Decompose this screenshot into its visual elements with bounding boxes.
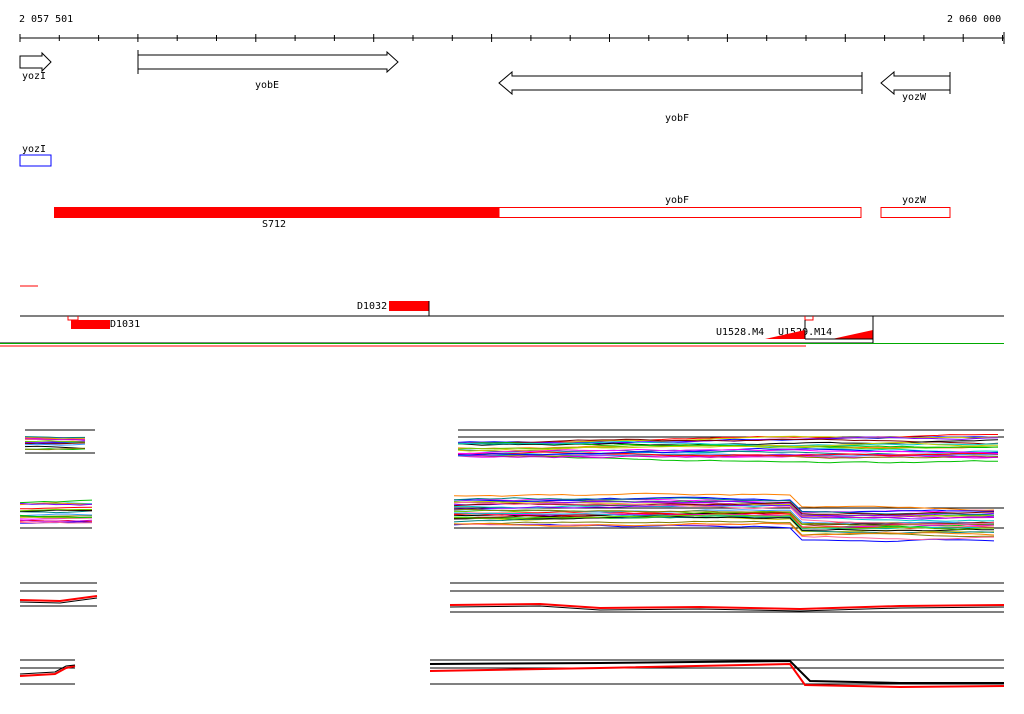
gene-arrow-yozW[interactable] [880,70,951,96]
profile-line [429,659,1004,684]
track3-bar-S712[interactable] [54,207,499,218]
profile-line [19,664,76,675]
profile-line [453,522,995,541]
profile-line [24,443,86,446]
track3-label-yozW[interactable]: yozW [902,195,927,206]
feature-label-D1032[interactable]: D1032 [357,301,388,312]
profile-line [457,453,999,459]
feature-label-U1528-M4[interactable]: U1528.M4 [716,327,765,338]
profile-line [457,438,999,445]
profile-line [24,436,86,439]
feature-notch [804,316,814,321]
profile-line [19,510,93,514]
feature-notch [67,316,79,321]
gene-arrow-yobE[interactable] [137,50,399,74]
profile-line [19,509,92,512]
profile-panel-4-right [429,659,1005,689]
profile-line [453,514,994,530]
profile-panel-1-right [457,429,1004,464]
profile-line [457,440,999,447]
ruler-start-label: 2 057 501 [19,14,74,25]
gene-label-yozW[interactable]: yozW [902,92,927,103]
track2-label-yozI[interactable]: yozI [22,144,47,155]
profile-line [19,499,93,504]
feature-bar-D1031[interactable] [71,320,110,329]
profile-line [19,515,93,518]
profile-line [449,605,1005,612]
profile-line [453,522,995,543]
profile-line [454,496,994,513]
profile-line [453,504,995,520]
profile-panel-2-right [453,492,1004,543]
feature-label-D1031[interactable]: D1031 [110,319,141,330]
profile-line [19,508,92,512]
profile-line [449,602,1005,611]
profile-line [19,521,93,524]
profile-line [453,520,995,538]
gene-label-yozI[interactable]: yozI [22,71,47,82]
profile-line [453,501,995,516]
profile-line [19,502,93,506]
track3-label-S712[interactable]: S712 [262,219,287,230]
profile-line [453,508,994,527]
profile-line [19,514,93,519]
feature-bar-D1032[interactable] [389,301,429,311]
profile-panel-3-right [449,582,1005,613]
profile-line [457,441,998,452]
profile-line [24,438,86,441]
profile-line [429,662,1005,689]
profile-line [19,597,98,604]
feature-wedge-U1528-M4[interactable] [765,330,805,339]
profile-panel-1-left [24,429,95,454]
gene-arrow-yobF[interactable] [498,70,863,96]
profile-line [24,447,86,451]
gene-arrow-yozI[interactable] [19,51,52,73]
profile-line [453,492,995,511]
profile-line [24,445,86,450]
profile-line [453,515,994,532]
profile-line [19,519,93,522]
profile-line [453,501,995,525]
gene-label-yobF[interactable]: yobF [665,113,690,124]
profile-line [453,501,995,519]
profile-line [457,451,999,457]
profile-line [19,513,93,517]
coordinate-ruler [19,32,1005,44]
profile-line [19,506,93,510]
profile-line [24,440,86,443]
track3-box-yobF[interactable] [498,207,862,218]
profile-line [457,448,999,455]
profile-panel-4-left [19,659,76,685]
profile-line [19,665,76,677]
track2-box-yozI[interactable] [19,154,52,167]
profile-line [453,522,995,537]
track3-box-yozW[interactable] [880,207,951,218]
track3-label-yobF[interactable]: yobF [665,195,690,206]
profile-line [19,595,98,603]
profile-panel-2-left [19,499,93,529]
ruler-end-label: 2 060 000 [947,14,1002,25]
feature-wedge-U1529-M14[interactable] [832,330,873,339]
profile-panel-3-left [19,582,98,607]
gene-label-yobE[interactable]: yobE [255,80,280,91]
